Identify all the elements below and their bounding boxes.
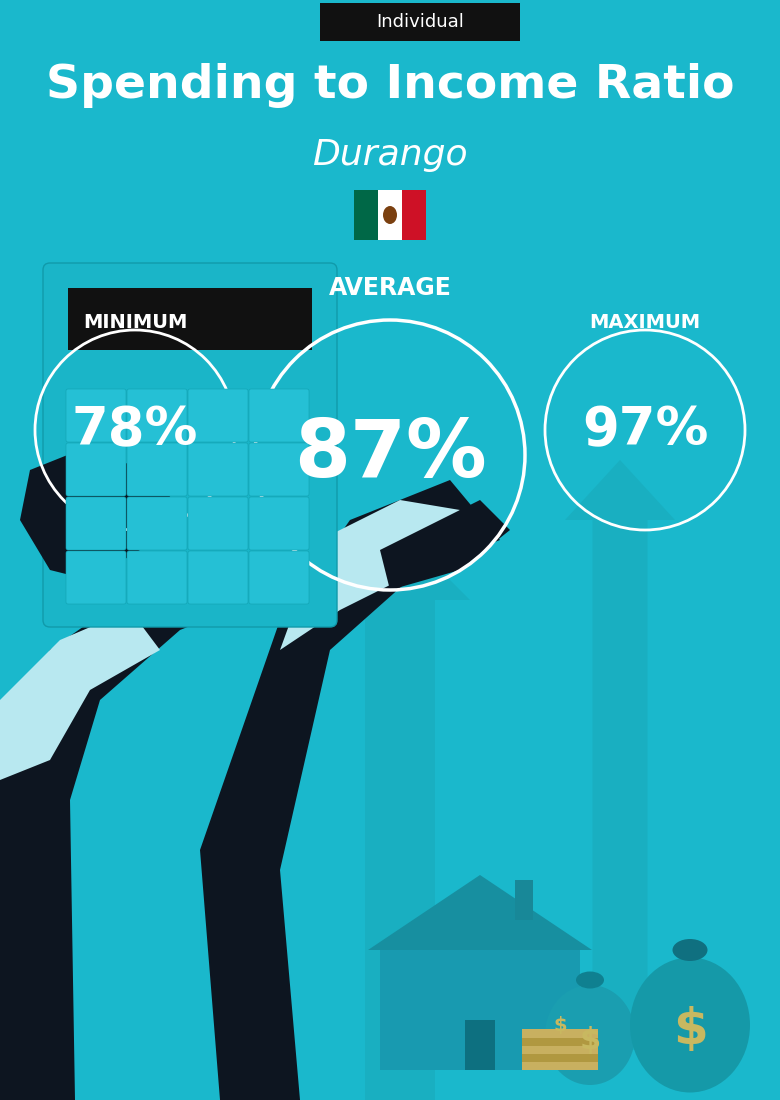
FancyBboxPatch shape (249, 497, 309, 550)
FancyBboxPatch shape (127, 443, 187, 496)
Ellipse shape (630, 957, 750, 1092)
Polygon shape (330, 530, 470, 1100)
Ellipse shape (383, 206, 397, 224)
FancyBboxPatch shape (522, 1028, 598, 1038)
FancyBboxPatch shape (66, 551, 126, 604)
FancyBboxPatch shape (378, 190, 402, 240)
Text: AVERAGE: AVERAGE (328, 276, 452, 300)
Text: MINIMUM: MINIMUM (83, 312, 187, 331)
FancyBboxPatch shape (465, 1020, 495, 1070)
Polygon shape (200, 480, 500, 1100)
FancyBboxPatch shape (402, 190, 426, 240)
FancyBboxPatch shape (249, 443, 309, 496)
FancyBboxPatch shape (127, 389, 187, 442)
FancyBboxPatch shape (66, 497, 126, 550)
Polygon shape (368, 874, 592, 950)
Polygon shape (380, 950, 580, 1070)
Polygon shape (0, 610, 160, 780)
FancyBboxPatch shape (127, 497, 187, 550)
Text: 78%: 78% (72, 404, 198, 456)
FancyBboxPatch shape (66, 443, 126, 496)
FancyBboxPatch shape (522, 1062, 598, 1070)
Text: Individual: Individual (376, 13, 464, 31)
FancyBboxPatch shape (249, 551, 309, 604)
FancyBboxPatch shape (188, 497, 248, 550)
Text: $: $ (672, 1006, 707, 1054)
FancyBboxPatch shape (522, 1053, 598, 1062)
FancyBboxPatch shape (515, 880, 533, 920)
FancyBboxPatch shape (188, 389, 248, 442)
FancyBboxPatch shape (127, 551, 187, 604)
Text: $: $ (580, 1025, 601, 1055)
FancyBboxPatch shape (522, 1045, 598, 1054)
Text: Spending to Income Ratio: Spending to Income Ratio (46, 63, 734, 108)
Ellipse shape (672, 939, 707, 961)
Polygon shape (380, 500, 510, 590)
FancyBboxPatch shape (354, 190, 378, 240)
Polygon shape (20, 450, 180, 580)
Text: MAXIMUM: MAXIMUM (590, 312, 700, 331)
Polygon shape (0, 550, 280, 1100)
FancyBboxPatch shape (188, 551, 248, 604)
FancyBboxPatch shape (249, 389, 309, 442)
Text: $: $ (553, 1015, 567, 1034)
FancyBboxPatch shape (320, 3, 520, 41)
FancyBboxPatch shape (66, 389, 126, 442)
FancyBboxPatch shape (68, 288, 312, 350)
FancyBboxPatch shape (522, 1037, 598, 1046)
Text: 87%: 87% (294, 416, 486, 494)
Polygon shape (280, 500, 460, 650)
Polygon shape (565, 460, 675, 1050)
Text: 97%: 97% (582, 404, 708, 456)
Text: Durango: Durango (312, 138, 468, 172)
FancyBboxPatch shape (43, 263, 337, 627)
Ellipse shape (576, 971, 604, 989)
Ellipse shape (545, 984, 635, 1085)
FancyBboxPatch shape (188, 443, 248, 496)
